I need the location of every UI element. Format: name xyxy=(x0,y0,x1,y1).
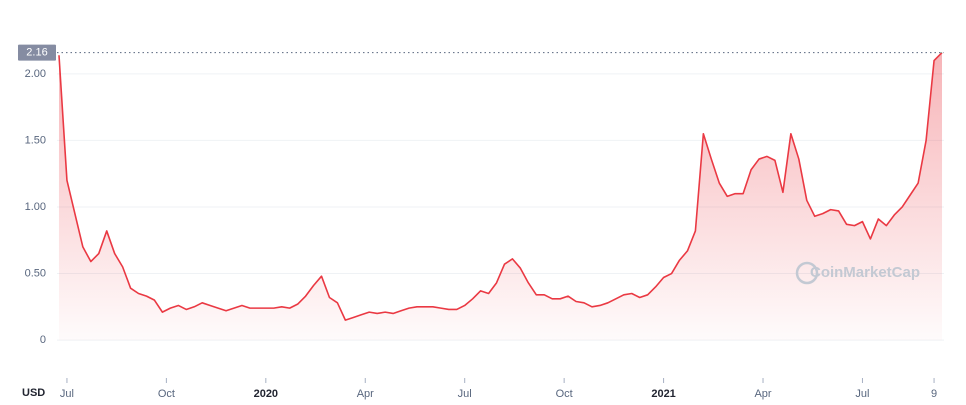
axes: 0 0.50 1.00 1.50 2.00 Jul Oct 2020 Apr Jul Oct 2021… xyxy=(18,44,944,400)
x-tick-label: Jul xyxy=(60,388,74,400)
y-tick-label: 0.50 xyxy=(25,267,46,279)
x-tick-label: 2021 xyxy=(651,388,675,400)
line-layer xyxy=(58,52,943,321)
watermark: CoinMarketCap xyxy=(810,264,920,281)
x-tick-label: Jul xyxy=(855,388,869,400)
x-tick-label: 2020 xyxy=(254,388,278,400)
current-price-badge xyxy=(18,44,56,61)
currency-label: USD xyxy=(22,387,45,399)
y-tick-label: 2.00 xyxy=(25,68,46,80)
y-tick-label: 0 xyxy=(40,334,46,346)
watermark-logo xyxy=(795,261,819,285)
area-layer xyxy=(58,52,943,341)
x-tick-label: Oct xyxy=(556,388,573,400)
x-tick-label: Oct xyxy=(158,388,175,400)
x-tick-label: Apr xyxy=(357,388,374,400)
x-tick-label: Apr xyxy=(754,388,771,400)
price-line xyxy=(58,52,943,321)
x-tick-label: 9 xyxy=(931,388,937,400)
current-price-label: 2.16 xyxy=(26,47,47,59)
area-fill xyxy=(58,52,943,341)
y-tick-label: 1.50 xyxy=(25,134,46,146)
x-tick-label: Jul xyxy=(458,388,472,400)
y-tick-label: 1.00 xyxy=(25,201,46,213)
